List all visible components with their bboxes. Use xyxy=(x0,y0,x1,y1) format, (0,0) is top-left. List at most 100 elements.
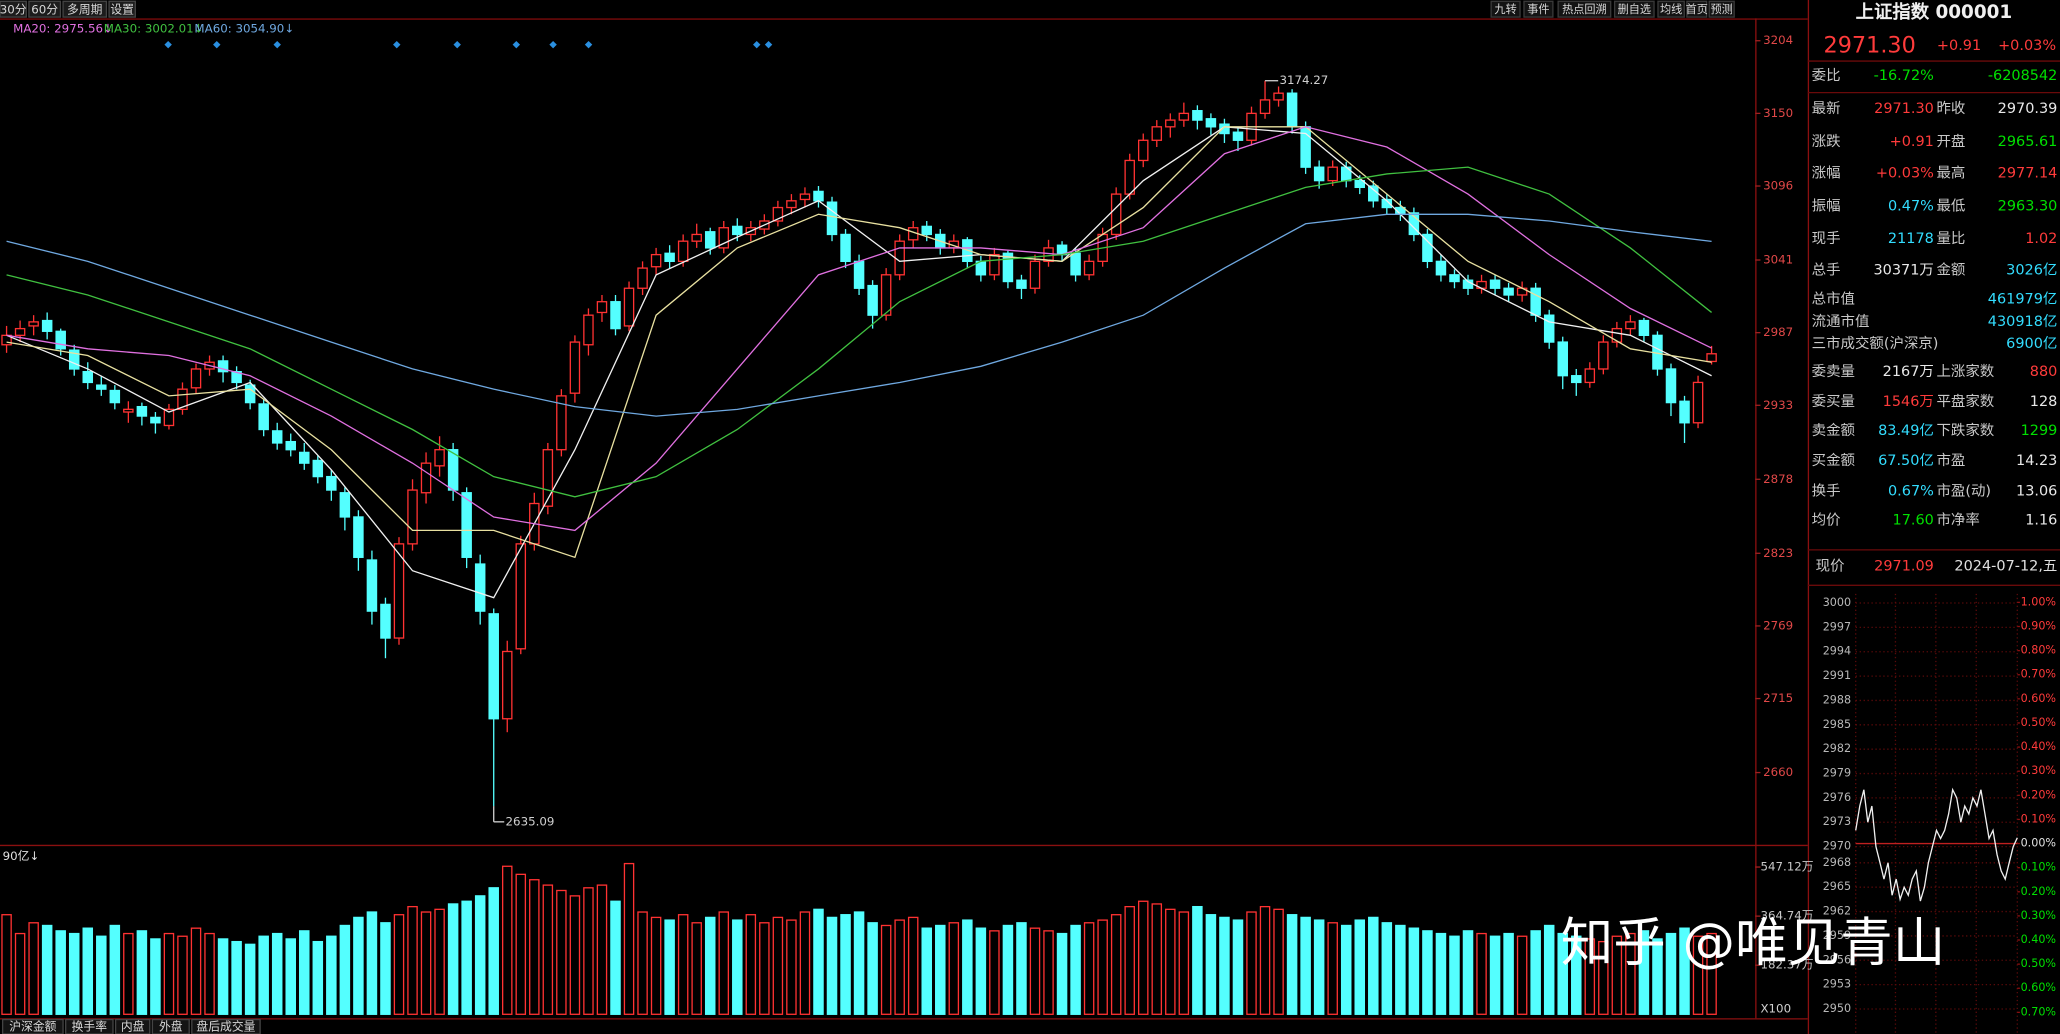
candle-body xyxy=(1449,274,1460,283)
intraday-y2-label: 0.40% xyxy=(2021,740,2056,753)
toolbar-tab[interactable]: 60分 xyxy=(31,2,58,16)
legend-entry: MA30: 3002.01↓ xyxy=(104,21,204,35)
volume-bar xyxy=(1219,916,1230,1015)
volume-bar xyxy=(217,938,229,1015)
volume-bar xyxy=(1408,927,1420,1015)
toolbar-button[interactable]: 首页 xyxy=(1686,2,1708,16)
candle-body xyxy=(82,371,94,384)
volume-bar xyxy=(1598,940,1609,1015)
volume-bar xyxy=(786,919,797,1015)
candle-body xyxy=(339,492,351,518)
toolbar-button[interactable]: 事件 xyxy=(1527,2,1549,16)
volume-bar xyxy=(244,943,256,1015)
candle-body xyxy=(1110,193,1122,236)
moving-average-line xyxy=(6,166,1712,498)
toolbar-button-box xyxy=(1490,0,1521,18)
bottom-tab[interactable]: 沪深金额 xyxy=(9,1019,56,1033)
candle-body xyxy=(258,403,269,431)
bottom-tab[interactable]: 外盘 xyxy=(159,1019,183,1033)
candle-body xyxy=(1638,319,1650,337)
volume-bar xyxy=(1625,932,1636,1015)
candle-body xyxy=(1070,252,1081,276)
intraday-y-label: 2982 xyxy=(1823,742,1851,755)
candle-body xyxy=(1571,375,1582,384)
candle-body xyxy=(190,368,202,389)
candle-body xyxy=(1625,321,1636,330)
candle-body xyxy=(217,360,229,373)
bottom-tab[interactable]: 内盘 xyxy=(121,1019,145,1033)
volume-bar xyxy=(1,914,12,1015)
toolbar-tab[interactable]: 多周期 xyxy=(67,2,102,16)
volume-bar xyxy=(231,940,242,1015)
volume-bar xyxy=(718,911,730,1015)
toolbar-button[interactable]: 九转 xyxy=(1494,2,1516,16)
quote-label: 涨幅 xyxy=(1812,164,1841,181)
volume-bar xyxy=(285,938,296,1015)
bottom-tab[interactable]: 盘后成交量 xyxy=(196,1019,255,1033)
intraday-y-label: 3000 xyxy=(1823,596,1851,609)
intraday-y2-label: 0.30% xyxy=(2021,909,2056,922)
intraday-y2-label: 0.70% xyxy=(2021,668,2056,681)
intraday-label: 现价 xyxy=(1816,558,1845,574)
candle-body xyxy=(1706,353,1717,363)
toolbar-button[interactable]: 预测 xyxy=(1711,3,1733,16)
volume-bar xyxy=(353,916,364,1015)
y-tick-label: 2987 xyxy=(1763,325,1793,339)
volume-bar xyxy=(434,908,445,1015)
quote-value: 0.67% xyxy=(1888,483,1934,499)
intraday-y-label: 2976 xyxy=(1823,791,1851,804)
toolbar-button[interactable]: 热点回溯 xyxy=(1562,2,1607,16)
volume-bar xyxy=(880,924,892,1015)
candle-body xyxy=(136,405,148,417)
volume-bar xyxy=(177,935,188,1015)
volume-bar xyxy=(501,865,513,1015)
volume-bar xyxy=(1246,911,1257,1015)
quote-value: 17.60 xyxy=(1893,512,1934,528)
toolbar-button-box xyxy=(1686,0,1708,18)
volume-bar xyxy=(704,916,716,1015)
toolbar-button[interactable]: 删自选 xyxy=(1618,3,1651,16)
volume-bar xyxy=(772,916,784,1015)
intraday-y-label: 2962 xyxy=(1823,905,1851,918)
volume-bar xyxy=(623,862,635,1015)
quote-value: 83.49亿 xyxy=(1878,422,1934,439)
bottom-tab-box xyxy=(1,1018,64,1034)
candle-body xyxy=(1692,381,1704,424)
y-tick-label: 2823 xyxy=(1763,546,1793,560)
toolbar-tab[interactable]: 设置 xyxy=(110,2,134,16)
candle-body xyxy=(366,559,378,612)
toolbar-tab[interactable]: 30分 xyxy=(0,2,27,16)
bottom-tab-box xyxy=(65,1018,114,1034)
volume-bar xyxy=(1286,914,1298,1015)
candle-body xyxy=(1165,119,1176,128)
volume-bar xyxy=(664,919,675,1015)
volume-bar xyxy=(1462,930,1474,1015)
intraday-y2-label: 0.60% xyxy=(2021,981,2056,994)
y-tick-label: 3204 xyxy=(1763,33,1793,47)
volume-bar xyxy=(163,932,175,1015)
high-label: 3174.27 xyxy=(1279,73,1328,87)
quote-price: 2971.30 xyxy=(1824,32,1916,58)
candle-body xyxy=(989,253,1000,276)
candle-body xyxy=(826,201,838,236)
candle-body xyxy=(1043,247,1054,263)
candle-body xyxy=(1381,198,1393,209)
toolbar-button[interactable]: 均线 xyxy=(1660,2,1682,16)
candle-body xyxy=(1665,368,1677,404)
quote-label: 最新 xyxy=(1812,100,1841,117)
quote-value: 2963.30 xyxy=(1998,198,2058,214)
candle-body xyxy=(41,319,53,332)
quote-value: 2977.14 xyxy=(1998,165,2058,181)
volume-bar xyxy=(1165,908,1176,1015)
candle-body xyxy=(177,388,188,410)
intraday-y2-label: 0.50% xyxy=(2021,716,2056,729)
volume-bar xyxy=(1070,924,1081,1015)
candle-body xyxy=(677,240,689,263)
quote-label: 委比 xyxy=(1812,67,1841,84)
quote-label: 换手 xyxy=(1812,482,1841,499)
candle-body xyxy=(1286,92,1298,128)
quote-label: 现手 xyxy=(1812,230,1841,247)
bottom-tab[interactable]: 换手率 xyxy=(72,1019,108,1033)
candle-body xyxy=(312,459,324,478)
